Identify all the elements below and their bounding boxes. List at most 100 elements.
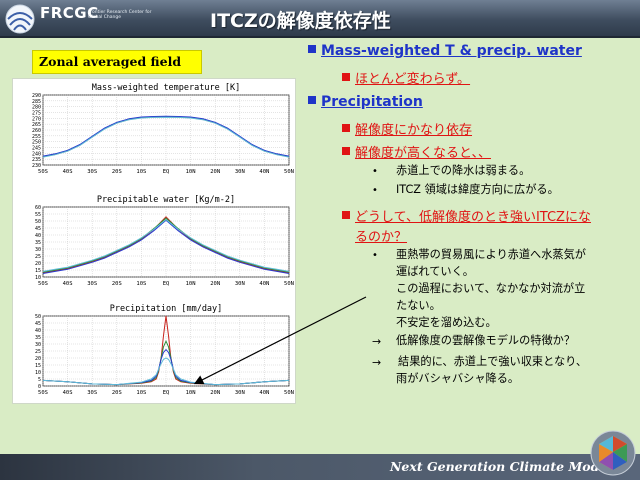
- x-tick-label: 50S: [38, 390, 48, 396]
- y-tick-label: 10: [35, 275, 41, 281]
- chart-panel: Mass-weighted temperature [K] 50S 40S 30S 20…: [12, 78, 296, 404]
- x-tick-label: 40N: [259, 281, 269, 287]
- sub-bullet-why-question-cont: るのか？: [355, 230, 408, 245]
- y-tick-label: 50: [35, 314, 41, 320]
- sub-bullet-resolution-dependent: 解像度にかなり依存: [342, 119, 472, 138]
- dot-bullet-icon: •: [372, 166, 378, 177]
- y-tick-label: 25: [35, 254, 41, 260]
- arrow-right-icon: →: [372, 356, 382, 369]
- y-tick-label: 30: [35, 342, 41, 348]
- dot-bullet-icon: •: [372, 185, 378, 196]
- y-tick-label: 235: [32, 157, 41, 163]
- square-bullet-icon: [308, 45, 316, 53]
- y-tick-label: 0: [38, 384, 41, 390]
- detail-trade-winds-cont: 運ばれていく。: [396, 265, 474, 278]
- x-tick-label: 20S: [112, 281, 122, 287]
- x-tick-label: 30N: [235, 169, 245, 175]
- x-tick-label: 30S: [87, 390, 97, 396]
- sub-bullet-no-change: ほとんど変わらず。: [342, 68, 470, 87]
- x-tick-label: EQ: [163, 281, 170, 287]
- zonal-label-text: Zonal averaged field: [39, 54, 182, 69]
- x-tick-label: 50N: [284, 281, 294, 287]
- y-tick-label: 270: [32, 116, 41, 122]
- frcgc-logo: FRCGC Frontier Research Center for Globa…: [4, 3, 154, 35]
- y-tick-label: 60: [35, 205, 41, 211]
- x-tick-label: 10S: [136, 281, 146, 287]
- bullet-mass-weighted: Mass-weighted T & precip. water: [308, 43, 582, 59]
- y-tick-label: 20: [35, 356, 41, 362]
- y-tick-label: 40: [35, 328, 41, 334]
- globe-icon: [590, 430, 636, 476]
- x-tick-label: 20N: [210, 169, 220, 175]
- x-tick-label: 30N: [235, 390, 245, 396]
- y-tick-label: 55: [35, 212, 41, 218]
- x-tick-label: 40S: [63, 390, 73, 396]
- series-line-4: [42, 116, 290, 158]
- x-tick-label: 20S: [112, 390, 122, 396]
- y-tick-label: 35: [35, 240, 41, 246]
- square-bullet-icon: [342, 73, 350, 81]
- logo-text: FRCGC: [40, 4, 99, 22]
- footer-text: Next Generation Climate Model: [390, 459, 613, 474]
- series-line-3: [42, 115, 290, 157]
- x-tick-label: 10S: [136, 390, 146, 396]
- detail-instability: 不安定を溜め込む。: [396, 316, 497, 329]
- bullet-text: Mass-weighted T & precip. water: [321, 43, 582, 59]
- x-tick-label: 40S: [63, 281, 73, 287]
- y-tick-label: 25: [35, 349, 41, 355]
- arrow-right-icon: →: [372, 335, 382, 348]
- y-tick-label: 45: [35, 226, 41, 232]
- zonal-label: Zonal averaged field: [32, 50, 202, 74]
- page-title: ITCZの解像度依存性: [210, 10, 391, 32]
- detail-convection: この過程において、なかなか対流が立: [396, 282, 586, 295]
- arrow-note-convergence: 結果的に、赤道上で強い収束となり、: [398, 355, 588, 368]
- sub-bullet-why-question: どうして、低解像度のとき強いITCZにな: [342, 206, 591, 225]
- y-tick-label: 5: [38, 377, 41, 383]
- x-tick-label: 50S: [38, 281, 48, 287]
- bullet-text: ほとんど変わらず。: [355, 72, 471, 87]
- x-tick-label: 40N: [259, 169, 269, 175]
- x-tick-label: 50S: [38, 169, 48, 175]
- arrow-note-cloud-model: 低解像度の雲解像モデルの特徴か？: [396, 334, 576, 347]
- series-line-2: [42, 217, 290, 273]
- chart-title: Precipitable water [Kg/m-2]: [97, 195, 235, 205]
- square-bullet-icon: [342, 211, 350, 219]
- y-tick-label: 15: [35, 363, 41, 369]
- chart-title: Mass-weighted temperature [K]: [92, 83, 240, 93]
- y-tick-label: 250: [32, 140, 41, 146]
- x-tick-label: 50N: [284, 390, 294, 396]
- dot-bullet-icon: •: [372, 250, 378, 261]
- square-bullet-icon: [342, 124, 350, 132]
- header-bar: FRCGC Frontier Research Center for Globa…: [0, 0, 640, 38]
- y-tick-label: 45: [35, 321, 41, 327]
- x-tick-label: 10N: [186, 169, 196, 175]
- x-tick-label: 20S: [112, 169, 122, 175]
- square-bullet-icon: [308, 96, 316, 104]
- bullet-text: 解像度にかなり依存: [355, 123, 473, 138]
- y-tick-label: 265: [32, 122, 41, 128]
- charts-svg: Mass-weighted temperature [K] 50S 40S 30S 20…: [32, 83, 294, 396]
- y-tick-label: 285: [32, 99, 41, 105]
- x-tick-label: 10N: [186, 281, 196, 287]
- y-tick-label: 255: [32, 134, 41, 140]
- square-bullet-icon: [342, 147, 350, 155]
- y-tick-label: 15: [35, 268, 41, 274]
- detail-convection-cont: たない。: [396, 299, 441, 312]
- x-tick-label: 30N: [235, 281, 245, 287]
- footer-bar: [0, 454, 640, 480]
- x-tick-label: EQ: [163, 169, 170, 175]
- bullet-text: Precipitation: [321, 94, 423, 110]
- bullet-text: どうして、低解像度のとき強いITCZにな: [355, 210, 591, 225]
- series-line-4: [42, 357, 290, 386]
- y-tick-label: 35: [35, 335, 41, 341]
- bullet-precipitation: Precipitation: [308, 94, 423, 110]
- series-line-4: [42, 218, 290, 272]
- x-tick-label: 20N: [210, 281, 220, 287]
- detail-equator-weaker: 赤道上での降水は弱まる。: [396, 164, 531, 177]
- bullet-list: Mass-weighted T & precip. water ほとんど変わらず…: [298, 38, 640, 398]
- detail-trade-winds: 亜熱帯の貿易風により赤道へ水蒸気が: [396, 248, 586, 261]
- x-tick-label: 20N: [210, 390, 220, 396]
- globe-logo-icon: [5, 4, 35, 34]
- x-tick-label: 40N: [259, 390, 269, 396]
